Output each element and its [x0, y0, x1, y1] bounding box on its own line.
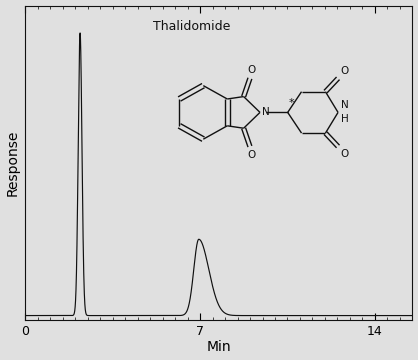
Y-axis label: Response: Response	[5, 130, 20, 196]
X-axis label: Min: Min	[206, 341, 231, 355]
